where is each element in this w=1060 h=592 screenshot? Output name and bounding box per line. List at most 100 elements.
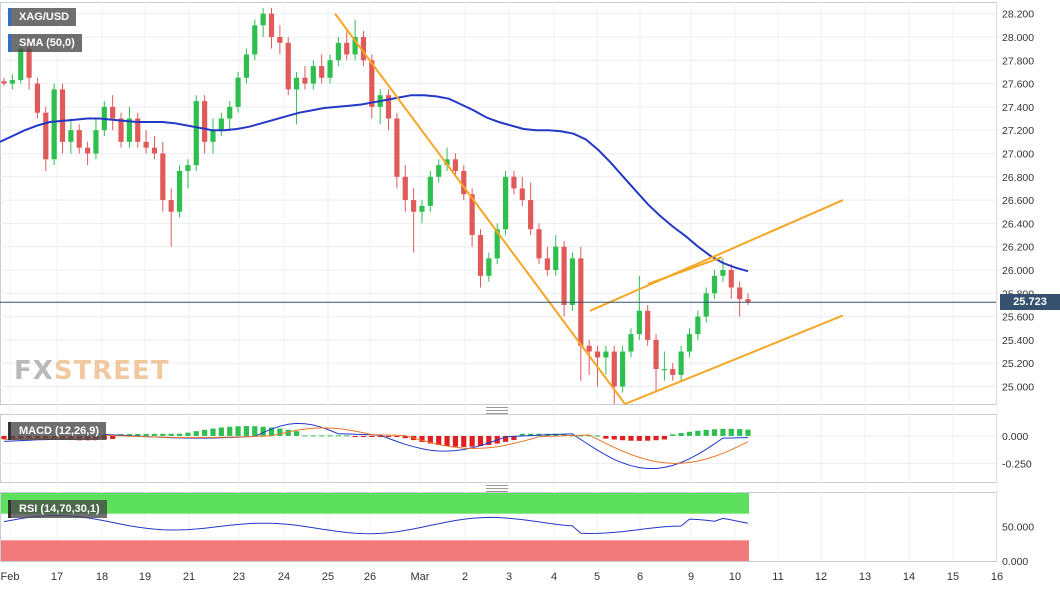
y-tick-label: 27.800 [1002,55,1034,67]
macd-histogram-bar [737,429,743,436]
y-tick-labels: 28.200 28.000 27.800 27.600 27.400 27.200 27.0… [1002,9,1034,568]
trendline [334,13,626,405]
macd-histogram-bar [427,435,433,444]
x-tick-label: 13 [859,571,871,583]
rsi-line [3,514,749,535]
rsi-bands [1,493,749,561]
macd-histogram-bar [210,428,216,436]
sma-50-line [0,94,749,273]
candle-down [160,153,166,201]
candle-up [695,316,701,335]
macd-histogram-bar [252,426,258,436]
macd-histogram-bar [135,433,141,436]
candle-down [26,48,32,78]
y-tick-label: 27.400 [1002,102,1034,114]
candle-down [452,159,459,171]
macd-histogram-bar [268,427,275,436]
sma-indicator-label[interactable]: SMA (50,0) [8,34,82,52]
candles [1,7,751,404]
x-tick-label: 6 [637,571,643,583]
candle-up [227,106,233,119]
macd-histogram-bar [695,430,701,436]
macd-histogram-bar [586,435,592,437]
candle-up [636,310,642,335]
sma-line [0,94,749,273]
candle-up [185,165,191,171]
macd-histogram-bar [110,435,116,439]
macd-histogram-bar [151,433,158,436]
candle-down [43,112,49,160]
macd-y-tick-label: 0.000 [1002,431,1028,443]
x-tick-label: 14 [903,571,915,583]
macd-histogram-bar [344,435,350,437]
candle-down [411,200,417,212]
macd-histogram-bar [636,435,642,441]
candle-down [34,83,41,113]
rsi-indicator-label[interactable]: RSI (14,70,30,1) [8,500,107,518]
pane-resize-handle-rsi[interactable] [486,485,508,492]
candle-down [84,147,91,154]
candle-up [436,165,442,177]
candle-down [360,36,367,61]
macd-histogram-bar [126,434,132,436]
macd-histogram-bar [603,435,609,439]
trendline [624,314,844,405]
macd-histogram-bar [444,435,450,447]
candle-down [469,194,475,236]
macd-histogram-bar [678,433,684,436]
candle-down [536,229,542,259]
candle-up [210,130,216,142]
y-tick-label: 27.000 [1002,148,1034,160]
macd-histogram-bar [452,435,459,447]
macd-histogram-bar [160,433,166,436]
candle-up [9,80,15,84]
x-tick-labels: Feb 17 18 19 21 23 24 25 26 Mar 2 3 4 5 6 9 10 11 12 13 14 15… [1,571,1004,583]
candle-up [68,130,74,142]
candle-up [603,351,609,358]
symbol-label[interactable]: XAG/USD [8,8,77,26]
macd-histogram-bar [285,429,291,436]
macd-histogram-bar [402,435,408,439]
macd-histogram-bar [720,428,726,436]
candle-down [544,258,550,270]
candle-up [703,293,709,317]
macd-histogram-bar [277,428,283,436]
macd-histogram-bar [728,428,734,436]
macd-histogram-bar [293,431,300,436]
candle-up [620,351,626,387]
macd-histogram-bar [653,435,659,441]
candle-up [252,25,258,55]
candle-up [193,101,199,166]
x-tick-label: 16 [991,571,1003,583]
macd-histogram-bar [419,435,425,442]
candle-down [586,345,592,352]
macd-histogram-bar [561,433,567,436]
candle-up [486,258,492,276]
x-tick-label: 9 [688,571,694,583]
x-tick-label: 25 [322,571,334,583]
macd-histogram-bar [519,433,525,436]
candle-up [51,89,57,160]
macd-histogram-bar [360,435,367,438]
macd-histogram-bar [486,435,492,445]
macd-histogram-bar [193,431,199,436]
candle-down [143,141,149,148]
macd-histogram-bar [686,431,693,436]
y-tick-label: 26.200 [1002,242,1034,254]
y-tick-label: 26.800 [1002,172,1034,184]
x-tick-label: 26 [364,571,376,583]
candle-up [494,229,500,259]
x-tick-label: Feb [1,571,20,583]
candle-down [394,118,400,177]
macd-indicator-label[interactable]: MACD (12,26,9) [8,422,107,440]
candle-down [519,188,525,201]
candle-down [268,13,275,37]
x-tick-label: 4 [551,571,557,583]
x-tick-label: 23 [233,571,245,583]
rsi-y-tick-label: 0.000 [1002,556,1028,568]
pane-resize-handle-macd[interactable] [486,407,508,414]
candle-down [745,299,751,303]
x-tick-label: 5 [594,571,600,583]
candle-down [302,77,308,84]
